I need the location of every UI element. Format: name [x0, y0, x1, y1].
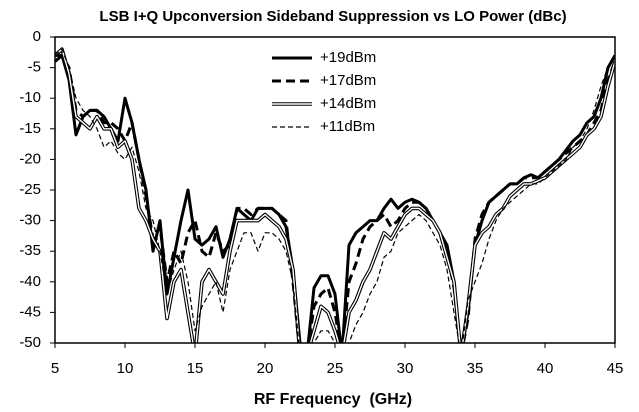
- legend-label: +11dBm: [320, 118, 375, 135]
- series-line: [55, 53, 615, 343]
- y-tick-label: -15: [19, 120, 41, 137]
- x-tick-label: 45: [607, 360, 624, 377]
- legend: +19dBm +17dBm +14dBm +11dBm: [266, 44, 404, 142]
- x-tick-label: 10: [117, 360, 134, 377]
- series-line-inner: [55, 48, 615, 343]
- y-tick-label: -50: [19, 334, 41, 351]
- legend-box: [266, 44, 404, 142]
- y-tick-label: -40: [19, 273, 41, 290]
- x-tick-label: 5: [51, 360, 59, 377]
- x-axis-title: RF Frequency (GHz): [254, 391, 412, 408]
- y-tick-label: -5: [28, 59, 41, 76]
- x-tick-label: 20: [257, 360, 274, 377]
- y-tick-label: -10: [19, 89, 41, 106]
- y-tick-label: -20: [19, 150, 41, 167]
- x-tick-label: 15: [187, 360, 204, 377]
- chart-title: LSB I+Q Upconversion Sideband Suppressio…: [99, 8, 566, 25]
- plot-lines: [55, 47, 615, 343]
- y-tick-label: -45: [19, 303, 41, 320]
- series-line: [55, 48, 615, 343]
- y-tick-label: -30: [19, 212, 41, 229]
- x-tick-label: 30: [397, 360, 414, 377]
- legend-label: +19dBm: [320, 49, 376, 66]
- y-tick-label: 0: [33, 28, 41, 45]
- legend-label: +14dBm: [320, 95, 376, 112]
- x-tick-label: 40: [537, 360, 554, 377]
- y-tick-label: -35: [19, 242, 41, 259]
- x-tick-label: 25: [327, 360, 344, 377]
- legend-label: +17dBm: [320, 72, 376, 89]
- x-tick-label: 35: [467, 360, 484, 377]
- y-tick-label: -25: [19, 181, 41, 198]
